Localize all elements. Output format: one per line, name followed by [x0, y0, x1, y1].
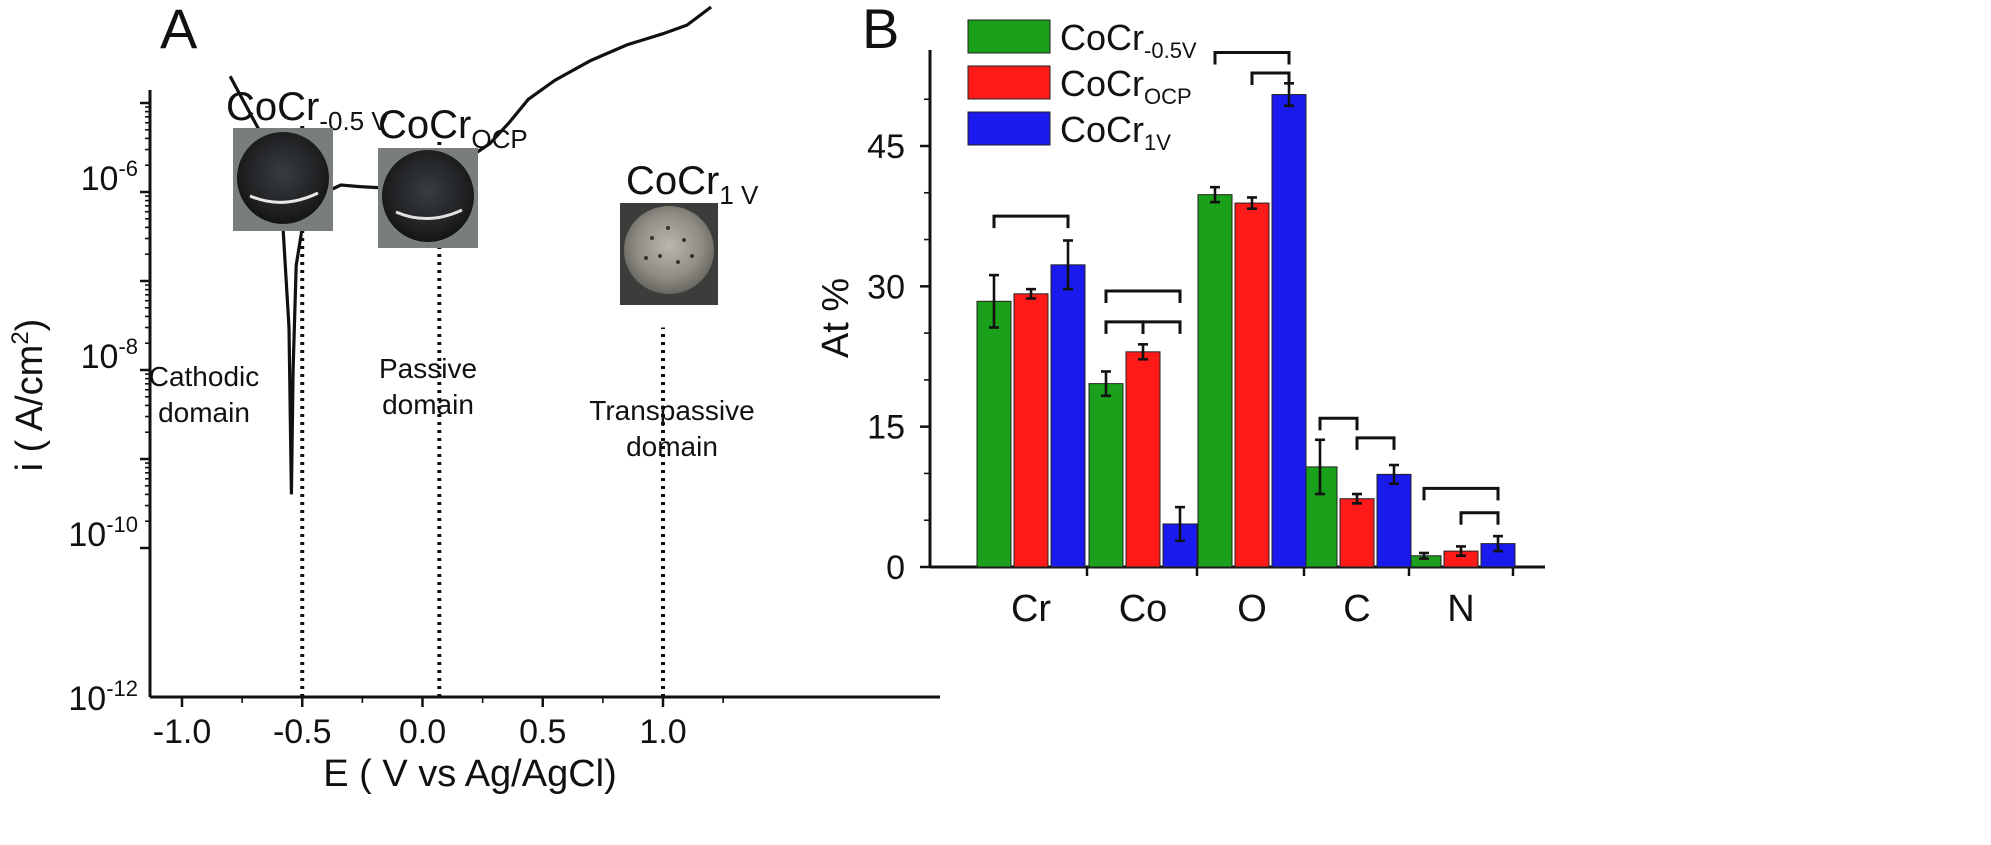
- legend-swatch-cocr-1v: [967, 111, 1051, 146]
- significance-bracket: [1422, 486, 1500, 501]
- sample-label-cocr-1v: CoCr1 V: [626, 159, 759, 210]
- bar: [1376, 473, 1412, 568]
- category-label: Co: [1119, 588, 1168, 630]
- category-label: Cr: [1011, 588, 1051, 630]
- significance-bracket: [1104, 289, 1182, 304]
- panel-a: A -1.0 -0.5 0.0 0.5 1.0 10-6 10-8 10-10 10-1…: [7, 0, 940, 795]
- significance-bracket: [1213, 50, 1291, 65]
- y-tick-label: 15: [867, 409, 905, 447]
- significance-brackets: [992, 50, 1500, 525]
- panel-a-y-ticks: [140, 101, 150, 550]
- bar: [1339, 498, 1375, 568]
- significance-bracket: [1355, 436, 1396, 450]
- panel-a-x-ticks: -1.0 -0.5 0.0 0.5 1.0: [153, 697, 724, 751]
- x-tick-label: -0.5: [273, 713, 332, 751]
- photo-cocr-1v: [620, 203, 718, 305]
- legend: CoCr-0.5V CoCrOCP CoCr1V: [967, 17, 1197, 155]
- category-label: N: [1447, 588, 1474, 630]
- y-tick-label: 45: [867, 128, 905, 166]
- panel-b-y-axis-label: At %: [815, 278, 857, 358]
- photo-cocr-neg05v: [233, 128, 333, 231]
- panel-b-bars: [976, 82, 1516, 568]
- passive-domain-label: Passive domain: [379, 353, 477, 420]
- bar: [1234, 202, 1270, 568]
- x-tick-label: -1.0: [153, 713, 212, 751]
- panel-a-y-axis-label: i ( A/cm2): [7, 319, 51, 472]
- bar: [1013, 293, 1049, 568]
- significance-bracket: [1318, 416, 1359, 431]
- legend-swatch-cocr-neg05v: [967, 19, 1051, 54]
- category-label: O: [1237, 588, 1267, 630]
- legend-label-cocr-1v: CoCr1V: [1060, 109, 1171, 155]
- bar: [1197, 194, 1233, 568]
- panel-a-x-axis-label: E ( V vs Ag/AgCl): [323, 753, 617, 795]
- legend-swatch-cocr-ocp: [967, 65, 1051, 100]
- panel-a-label: A: [160, 0, 198, 60]
- category-label: C: [1343, 588, 1370, 630]
- legend-label-cocr-ocp: CoCrOCP: [1060, 63, 1192, 109]
- y-tick-label-1e-6: 10-6: [81, 156, 138, 198]
- y-tick-label-1e-8: 10-8: [81, 334, 138, 376]
- bar: [1050, 264, 1086, 568]
- y-tick-label: 30: [867, 268, 905, 306]
- photo-cocr-ocp: [378, 148, 478, 248]
- bar: [1125, 351, 1161, 568]
- sample-label-cocr-neg05v: CoCr-0.5 V: [226, 85, 389, 136]
- panel-b-y-ticks: 0 15 30 45: [867, 98, 930, 587]
- x-tick-label: 0.5: [519, 713, 566, 751]
- y-tick-label: 0: [886, 549, 905, 587]
- x-tick-label: 1.0: [639, 713, 686, 751]
- significance-bracket: [1459, 511, 1500, 525]
- significance-bracket: [1250, 71, 1291, 86]
- significance-bracket: [1141, 320, 1182, 334]
- significance-bracket: [1104, 320, 1145, 334]
- panel-b-label: B: [862, 0, 899, 60]
- sample-label-cocr-ocp: CoCrOCP: [378, 103, 528, 154]
- y-tick-label-1e-12: 10-12: [68, 676, 138, 718]
- transpassive-domain-label: Transpassive domain: [589, 395, 754, 462]
- bar: [1271, 94, 1307, 568]
- significance-bracket: [992, 214, 1070, 229]
- legend-label-cocr-neg05v: CoCr-0.5V: [1060, 17, 1197, 63]
- panel-b-x-ticks: Cr Co O C N: [1011, 567, 1515, 630]
- x-tick-label: 0.0: [399, 713, 446, 751]
- polarization-curve: [228, 5, 713, 495]
- y-tick-label-1e-10: 10-10: [68, 512, 138, 554]
- bar: [976, 300, 1012, 568]
- cathodic-domain-label: Cathodic domain: [149, 361, 260, 428]
- bar: [1088, 383, 1124, 568]
- panel-b: B 0 15 30 45 Cr Co O C N At % CoCr-0.5V CoCrOCP…: [815, 0, 1545, 630]
